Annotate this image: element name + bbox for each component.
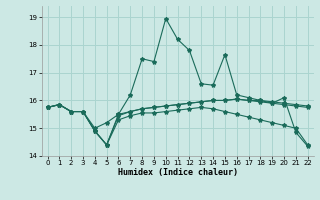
X-axis label: Humidex (Indice chaleur): Humidex (Indice chaleur) bbox=[118, 168, 237, 177]
